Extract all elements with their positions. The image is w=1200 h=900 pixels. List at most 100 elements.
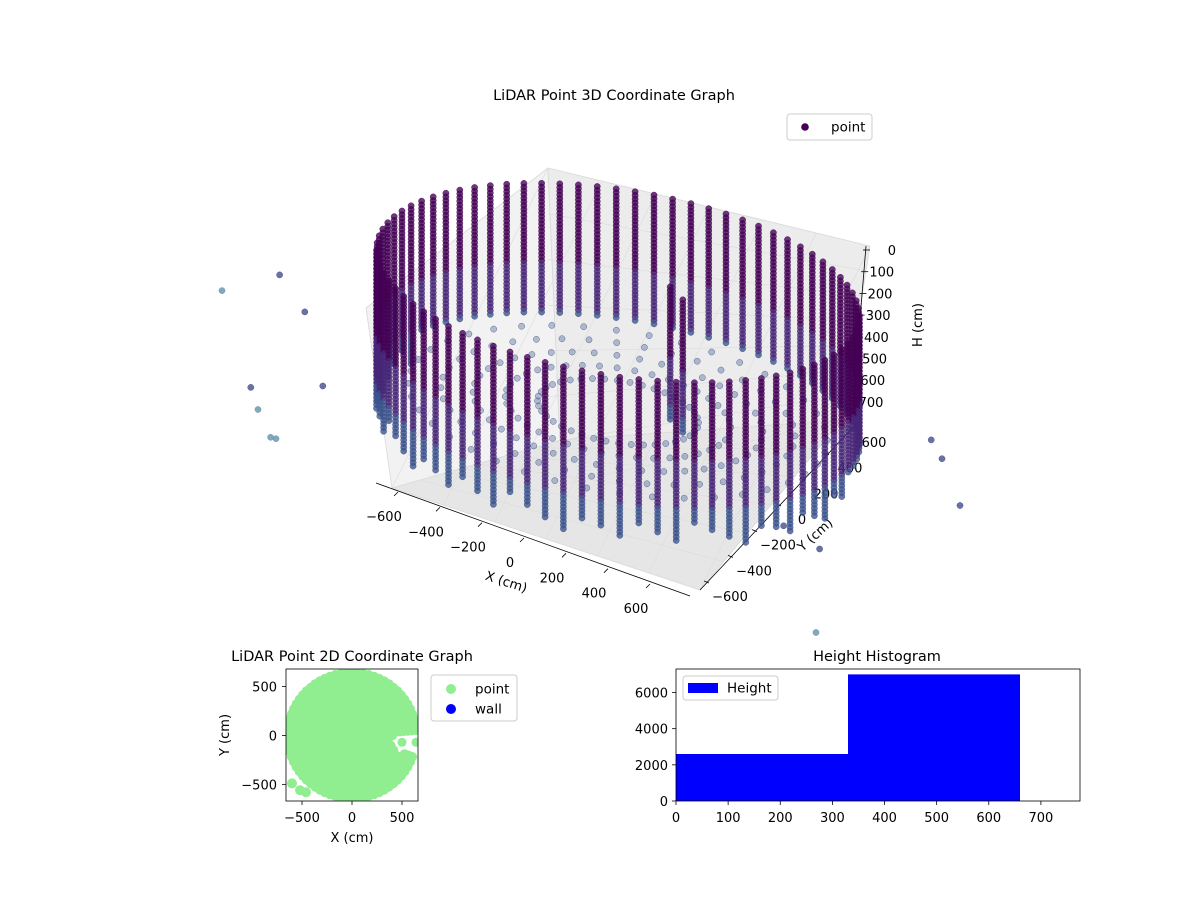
point-2d [411, 737, 418, 747]
lidar-point-3d [844, 468, 852, 476]
point-2d [397, 737, 407, 747]
h-tick-label: 600 [860, 374, 885, 389]
lidar-point-3d [761, 370, 769, 378]
lidar-point-3d [681, 453, 689, 460]
lidar-point-3d [613, 326, 620, 334]
scatter-2d-ylabel: Y (cm) [218, 714, 233, 757]
y-tick-label-2d: 0 [269, 729, 277, 744]
lidar-point-3d [838, 493, 846, 500]
lidar-point-3d [715, 442, 723, 449]
lidar-point-3d [566, 376, 574, 384]
lidar-point-3d [547, 349, 555, 356]
lidar-point-3d [503, 309, 511, 317]
x-tick-label-2d: −500 [284, 811, 320, 826]
lidar-point-3d [498, 425, 505, 433]
lidar-point-3d [400, 447, 408, 455]
lidar-point-3d [648, 371, 656, 379]
legend-2d-label-point: point [475, 682, 509, 698]
scatter-2d-xlabel: X (cm) [331, 831, 374, 846]
lidar-point-3d [799, 509, 807, 516]
lidar-point-3d [471, 312, 478, 320]
x-tick-label-hist: 500 [924, 811, 949, 826]
lidar-point-3d [247, 384, 255, 391]
lidar-point-3d [556, 309, 564, 316]
y-tick-label-hist: 6000 [635, 687, 668, 702]
lidar-point-3d [739, 345, 746, 353]
legend-2d: point wall [430, 674, 518, 722]
legend-3d-box [786, 113, 873, 141]
lidar-point-3d [571, 456, 578, 463]
x-tick-label-hist: 200 [768, 811, 793, 826]
lidar-point-3d [568, 348, 576, 356]
lidar-point-3d [650, 320, 658, 328]
lidar-point-3d [722, 339, 730, 347]
lidar-point-3d [560, 525, 567, 533]
lidar-point-3d [272, 435, 280, 443]
x-tick-mark [645, 583, 651, 589]
lidar-point-3d [772, 523, 780, 531]
lidar-point-3d [590, 434, 598, 442]
lidar-point-3d [218, 287, 226, 294]
lidar-point-3d [661, 389, 669, 397]
lidar-point-3d [585, 336, 593, 344]
lidar-point-3d [705, 334, 713, 341]
lidar-point-3d [432, 466, 439, 474]
lidar-point-3d [385, 417, 393, 425]
lidar-point-3d [551, 477, 559, 484]
lidar-point-3d [631, 317, 639, 324]
lidar-point-3d [714, 402, 722, 409]
lidar-point-3d [530, 442, 538, 450]
y-tick-label-hist: 0 [660, 795, 668, 810]
lidar-point-3d [588, 472, 595, 480]
lidar-point-3d [459, 473, 466, 481]
x-axis-label: X (cm) [483, 569, 529, 597]
lidar-point-3d [732, 457, 740, 465]
lidar-point-3d [548, 322, 556, 329]
lidar-point-3d [486, 311, 494, 318]
h-tick-label: 300 [866, 309, 891, 324]
histogram-bar [676, 754, 848, 801]
height-histogram: Height Histogram 0 100 200 300 400 500 600 7000… [635, 649, 1081, 826]
x-tick-mark [435, 507, 441, 512]
lidar-point-3d [687, 329, 695, 336]
lidar-point-3d [641, 344, 648, 351]
lidar-point-3d [558, 335, 566, 343]
lidar-point-3d [535, 392, 542, 400]
y-tick-mark [703, 580, 710, 584]
lidar-point-3d [742, 539, 750, 546]
lidar-point-3d [613, 364, 621, 372]
lidar-point-3d [691, 519, 698, 526]
lidar-point-3d [612, 314, 620, 321]
lidar-point-3d [533, 335, 540, 343]
y-tick-mark [751, 529, 758, 533]
lidar-point-3d [631, 367, 639, 375]
lidar-point-3d [635, 519, 643, 527]
scatter-3d-plot: LiDAR Point 3D Coordinate Graph −600−400… [218, 88, 964, 636]
lidar-point-3d [627, 441, 635, 448]
lidar-point-3d [589, 375, 596, 382]
lidar-point-3d [465, 330, 473, 338]
lidar-point-3d [679, 428, 687, 436]
lidar-point-3d [717, 462, 725, 470]
lidar-point-3d [524, 501, 531, 508]
histogram-bar [848, 674, 1020, 801]
legend-2d-label-wall: wall [475, 702, 502, 718]
scatter-3d-title: LiDAR Point 3D Coordinate Graph [493, 88, 735, 104]
lidar-point-3d [490, 325, 498, 333]
lidar-point-3d [535, 459, 543, 466]
point-2d-outlier [287, 778, 297, 789]
lidar-point-3d [938, 455, 946, 463]
x-tick-label-hist: 700 [1028, 811, 1053, 826]
lidar-point-3d [380, 427, 387, 435]
lidar-point-3d [593, 311, 601, 319]
lidar-point-3d [680, 435, 687, 443]
lidar-point-3d [549, 418, 557, 425]
lidar-point-3d [549, 381, 556, 388]
x-tick-label: −400 [408, 525, 444, 540]
lidar-point-3d [496, 359, 504, 367]
lidar-point-3d [755, 351, 762, 359]
lidar-point-3d [509, 338, 517, 346]
grid-line-v [545, 206, 710, 540]
y-tick-label-hist: 2000 [635, 759, 668, 774]
